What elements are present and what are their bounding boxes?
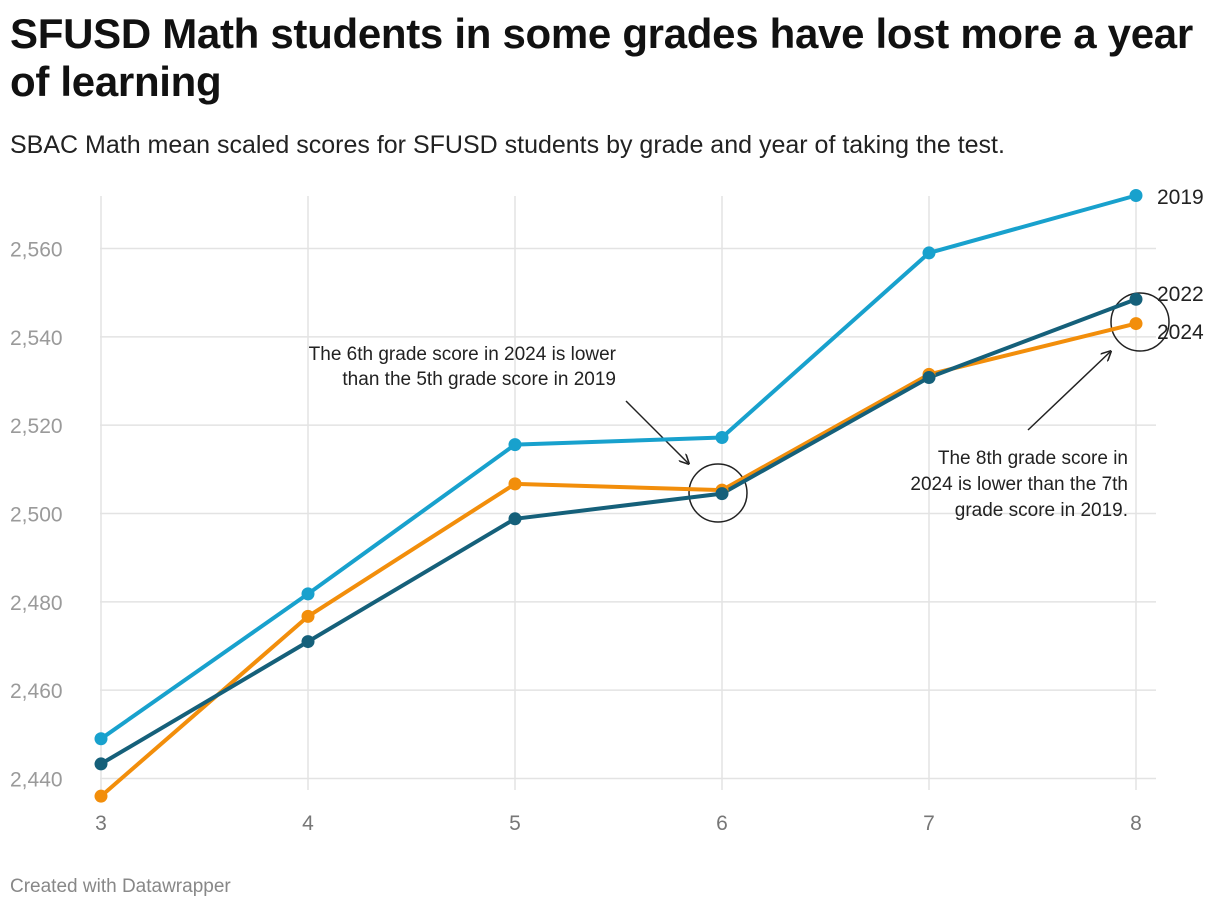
annotation-arrow-6th	[625, 400, 688, 463]
series-line-2024	[99, 321, 1138, 799]
x-tick-label: 4	[302, 812, 314, 835]
data-point-2022	[715, 487, 729, 501]
series-line-2019	[99, 193, 1138, 741]
data-point-2022	[301, 635, 315, 649]
data-point-2019	[715, 431, 729, 445]
data-point-2024	[508, 477, 522, 491]
annotation-text-line: grade score in 2019.	[955, 500, 1128, 521]
data-point-2019	[508, 438, 522, 452]
data-point-2024	[94, 789, 108, 803]
data-point-2019	[922, 246, 936, 260]
annotation-text-line: The 6th grade score in 2024 is lower	[309, 344, 617, 365]
series-labels: 2019 2024 2022	[1157, 186, 1204, 344]
x-tick-label: 7	[923, 812, 935, 835]
data-point-2024	[301, 609, 315, 623]
annotation-text-line: The 8th grade score in	[938, 448, 1128, 469]
series-line-2022	[99, 297, 1138, 766]
x-tick-label: 5	[509, 812, 521, 835]
x-tick-label: 3	[95, 812, 107, 835]
data-point-2019	[1129, 189, 1143, 202]
data-point-2022	[508, 512, 522, 526]
data-point-2022	[94, 757, 108, 771]
annotation-text: The 6th grade score in 2024 is lower than…	[309, 344, 1128, 521]
data-point-2019	[94, 732, 108, 746]
grid-lines	[100, 196, 1156, 790]
y-axis-ticks: 2,440 2,460 2,480 2,500 2,520 2,540 2,560	[10, 239, 63, 792]
data-point-2022	[1129, 292, 1143, 306]
series-points	[94, 189, 1143, 803]
y-tick-label: 2,480	[10, 592, 63, 615]
y-tick-label: 2,460	[10, 680, 63, 703]
annotation-circle-8th	[1110, 292, 1170, 352]
y-tick-label: 2,520	[10, 415, 63, 438]
x-tick-label: 6	[716, 812, 728, 835]
chart-title: SFUSD Math students in some grades have …	[10, 10, 1193, 105]
annotation-text-line: 2024 is lower than the 7th	[910, 474, 1128, 495]
annotation-text-line: than the 5th grade score in 2019	[342, 369, 616, 390]
series-lines	[99, 193, 1138, 799]
annotation-arrow-8th	[1027, 352, 1110, 431]
x-tick-label: 8	[1130, 812, 1142, 835]
y-tick-label: 2,440	[10, 769, 63, 792]
x-axis-ticks: 3 4 5 6 7 8	[95, 812, 1142, 835]
data-point-2019	[301, 587, 315, 601]
chart-subtitle: SBAC Math mean scaled scores for SFUSD s…	[10, 131, 1005, 159]
annotation-shapes	[625, 292, 1170, 523]
credit-footer: Created with Datawrapper	[10, 876, 231, 897]
annotation-circle-6th	[688, 463, 748, 523]
y-tick-label: 2,540	[10, 327, 63, 350]
series-label-2022: 2022	[1157, 283, 1204, 306]
y-tick-label: 2,560	[10, 239, 63, 262]
y-tick-label: 2,500	[10, 504, 63, 527]
series-label-2019: 2019	[1157, 186, 1204, 209]
data-point-2024	[1129, 317, 1143, 331]
series-label-2024: 2024	[1157, 321, 1204, 344]
data-point-2022	[922, 370, 936, 384]
